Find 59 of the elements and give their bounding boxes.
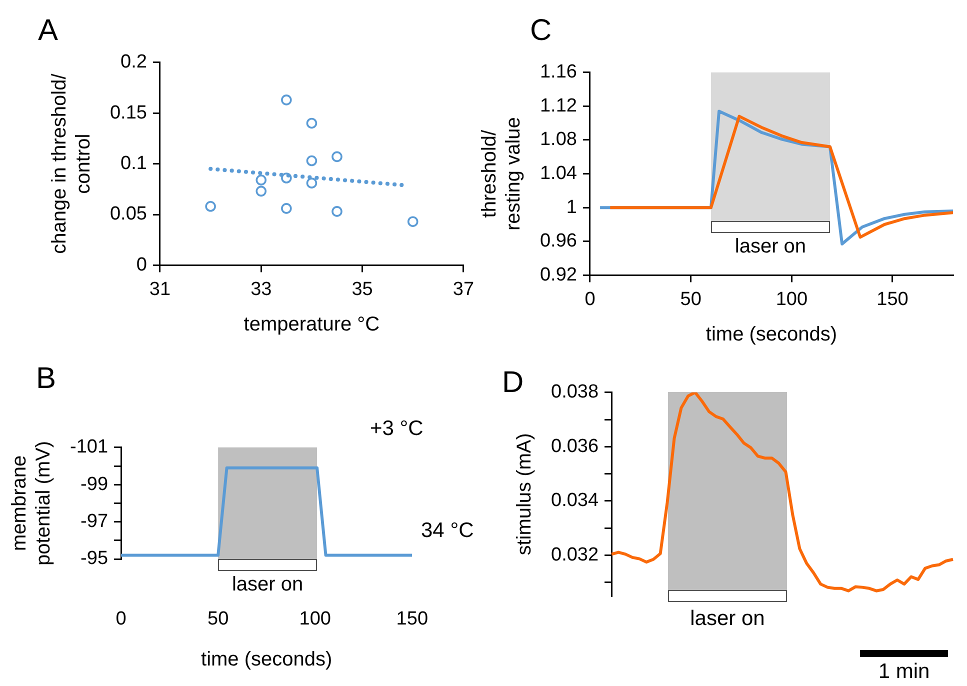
point [281,203,292,214]
text: 34 °C [421,519,474,543]
y-tick-label: -95 [80,548,108,570]
y-tick-label: 0.2 [120,52,147,73]
text: 1 min [877,660,931,684]
point [306,118,318,129]
y-tick-label: -101 [70,436,108,458]
x-tick-label: 100 [299,608,331,630]
band-label: laser on [734,236,806,258]
x-axis-title: time (seconds) [201,648,332,671]
y-tick-label: 0.05 [110,204,147,225]
point [256,174,267,186]
x-axis-title: temperature °C [244,314,380,336]
point [205,200,216,212]
x-tick-label: 37 [452,278,474,300]
point [332,151,342,162]
chart-title: D [502,366,524,400]
y-tick-label: -99 [80,474,108,495]
x-axis-title: time (seconds) [706,324,838,346]
point [306,155,318,166]
chart-title: B [36,362,56,396]
y-axis-title: threshold/ resting value [478,117,525,231]
x-tick-label: 50 [680,288,702,310]
point [256,186,267,197]
x-tick-label: 35 [352,278,373,300]
x-tick-label: 50 [208,608,229,630]
y-tick-label: 0.034 [551,490,599,512]
y-tick-label: 1 [566,196,577,218]
x-tick-label: 31 [149,278,171,300]
point [332,206,342,217]
y-tick-label: 1.12 [540,95,577,116]
point [407,216,418,227]
band-label: laser on [232,574,304,596]
point [281,94,292,106]
point [281,172,292,184]
chart-title: C [530,14,552,48]
y-tick-label: 0.038 [551,382,599,403]
y-tick-label: 0.036 [551,436,599,457]
y-tick-label: 0 [136,254,147,276]
chart-title: A [38,14,58,48]
y-tick-label: 0.032 [551,544,599,566]
y-axis-title: change in threshold/ control [48,73,95,254]
x-tick-label: 100 [776,288,808,310]
x-tick-label: 150 [876,288,908,310]
x-tick-label: 33 [250,278,272,300]
y-axis-title: stimulus (mA) [514,433,536,556]
y-tick-label: -97 [80,511,108,532]
y-tick-label: 0.96 [540,230,577,252]
y-tick-label: 0.92 [540,264,577,286]
y-tick-label: 0.15 [110,102,147,124]
y-tick-label: 1.08 [540,129,577,150]
y-tick-label: 1.16 [540,62,577,83]
y-tick-label: 1.04 [540,163,578,184]
x-tick-label: 150 [396,608,428,630]
text: laser on [689,606,766,631]
y-tick-label: 0.1 [120,153,147,174]
text: +3 °C [370,417,424,441]
point [306,178,318,188]
y-axis-title: membrane potential (mV) [8,440,55,566]
